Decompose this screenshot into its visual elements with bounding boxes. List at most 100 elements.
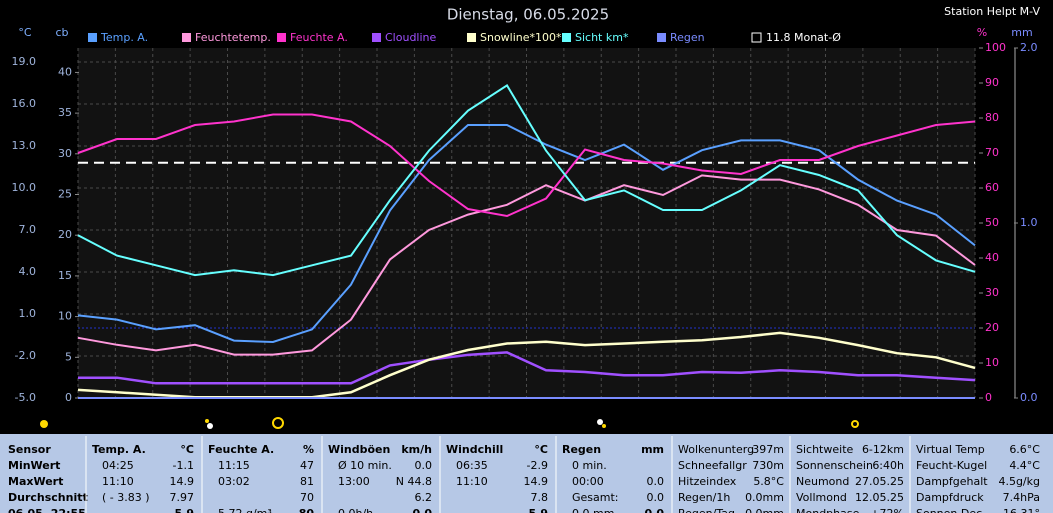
legend-label: Temp. A. bbox=[100, 31, 148, 44]
row-value: 0.0 bbox=[647, 491, 665, 504]
info-value: 6:40h bbox=[872, 459, 904, 472]
tick-label: 20 bbox=[985, 321, 999, 334]
legend-label: Snowline*100* bbox=[480, 31, 562, 44]
info-label: Wolkenunterg bbox=[678, 443, 754, 456]
tick-label: 10 bbox=[58, 310, 72, 323]
info-label: Regen/1h bbox=[678, 491, 730, 504]
tick-label: 0 bbox=[65, 391, 72, 404]
row-value: 0.0 bbox=[415, 459, 433, 472]
column-unit: % bbox=[303, 443, 314, 456]
series-line bbox=[77, 124, 976, 344]
axis-unit: % bbox=[977, 26, 987, 39]
legend-swatch bbox=[751, 32, 762, 43]
info-value: 27.05.25 bbox=[855, 475, 904, 488]
info-value: 730m bbox=[752, 459, 784, 472]
info-value: 6.6°C bbox=[1009, 443, 1040, 456]
tick-label: 40 bbox=[58, 65, 72, 78]
tick-label: 40 bbox=[985, 251, 999, 264]
info-label: Sonnen Dec bbox=[916, 507, 982, 513]
tick-label: 7.0 bbox=[19, 223, 37, 236]
series-line bbox=[77, 113, 976, 218]
axis-unit: mm bbox=[1011, 26, 1032, 39]
row-value: 14.9 bbox=[524, 475, 549, 488]
row-label: 03:02 bbox=[218, 475, 250, 488]
info-value: 12.05.25 bbox=[855, 491, 904, 504]
tick-label: 25 bbox=[58, 188, 72, 201]
info-label: Mondphase bbox=[796, 507, 860, 513]
row-label: 06.05. 22:55 bbox=[8, 507, 86, 513]
row-label: 11:10 bbox=[456, 475, 488, 488]
info-label: Sonnenschein bbox=[796, 459, 873, 472]
column-header: Temp. A. bbox=[92, 443, 146, 456]
tick-label: 35 bbox=[58, 106, 72, 119]
column-unit: mm bbox=[641, 443, 664, 456]
row-label: 11:15 bbox=[218, 459, 250, 472]
tick-label: 1.0 bbox=[19, 307, 37, 320]
weather-icons bbox=[40, 417, 859, 429]
series-line bbox=[77, 83, 976, 277]
tick-label: 70 bbox=[985, 146, 999, 159]
info-label: Hitzeindex bbox=[678, 475, 737, 488]
series-line bbox=[78, 351, 976, 385]
row-label: 5.72 g/m³ bbox=[218, 507, 272, 513]
row-value: 7.8 bbox=[531, 491, 549, 504]
legend-swatch bbox=[372, 33, 381, 42]
info-panel bbox=[0, 434, 1053, 513]
info-label: Dampfgehalt bbox=[916, 475, 988, 488]
legend-swatch bbox=[657, 33, 666, 42]
tick-label: 2.0 bbox=[1020, 41, 1038, 54]
legend-label: Sicht km* bbox=[575, 31, 629, 44]
legend-swatch bbox=[277, 33, 286, 42]
row-label: 11:10 bbox=[102, 475, 134, 488]
tick-label: -5.0 bbox=[15, 391, 36, 404]
row-label: ( - 3.83 ) bbox=[102, 491, 150, 504]
column-header: Regen bbox=[562, 443, 601, 456]
info-value: 0.0mm bbox=[745, 491, 784, 504]
info-label: Sichtweite bbox=[796, 443, 854, 456]
info-value: 397m bbox=[752, 443, 784, 456]
row-value: 5.9 bbox=[529, 507, 549, 513]
row-label: MaxWert bbox=[8, 475, 63, 488]
legend-swatch bbox=[467, 33, 476, 42]
tick-label: 10 bbox=[985, 356, 999, 369]
info-value: 16.31° bbox=[1003, 507, 1040, 513]
tick-label: 0 bbox=[985, 391, 992, 404]
legend-label: Feuchte A. bbox=[290, 31, 348, 44]
row-value: 0.0 bbox=[645, 507, 665, 513]
axis-unit: cb bbox=[55, 26, 68, 39]
tick-label: 60 bbox=[985, 181, 999, 194]
tick-label: 90 bbox=[985, 76, 999, 89]
row-label: 13:00 bbox=[338, 475, 370, 488]
info-value: 7.4hPa bbox=[1003, 491, 1040, 504]
column-header: Windchill bbox=[446, 443, 503, 456]
row-value: 5.9 bbox=[175, 507, 195, 513]
info-label: Regen/Tag bbox=[678, 507, 735, 513]
row-value: 7.97 bbox=[170, 491, 195, 504]
tick-label: 30 bbox=[985, 286, 999, 299]
row-label: 0.0h/h bbox=[338, 507, 373, 513]
tick-label: 50 bbox=[985, 216, 999, 229]
tick-label: 4.0 bbox=[19, 265, 37, 278]
legend-label: Regen bbox=[670, 31, 705, 44]
info-value: +72% bbox=[870, 507, 904, 513]
column-unit: °C bbox=[180, 443, 194, 456]
row-value: 0.0 bbox=[647, 475, 665, 488]
tick-label: 80 bbox=[985, 111, 999, 124]
info-table: Sensor MinWert MaxWert Durchschnitt 06.05. 2… bbox=[8, 436, 1040, 513]
row-value: 70 bbox=[300, 491, 314, 504]
legend-label: Cloudline bbox=[385, 31, 437, 44]
row-label: 04:25 bbox=[102, 459, 134, 472]
row-value: 14.9 bbox=[170, 475, 195, 488]
legend-swatch bbox=[88, 33, 97, 42]
column-unit: °C bbox=[534, 443, 548, 456]
info-label: Schneefallgr bbox=[678, 459, 747, 472]
row-label: Ø 10 min. bbox=[338, 459, 392, 472]
axis-unit: °C bbox=[18, 26, 32, 39]
info-value: 4.4°C bbox=[1009, 459, 1040, 472]
tick-label: -2.0 bbox=[15, 349, 36, 362]
legend-label: Feuchtetemp. bbox=[195, 31, 271, 44]
legend-swatch bbox=[182, 33, 191, 42]
info-value: 4.5g/kg bbox=[998, 475, 1040, 488]
info-value: 6-12km bbox=[862, 443, 904, 456]
